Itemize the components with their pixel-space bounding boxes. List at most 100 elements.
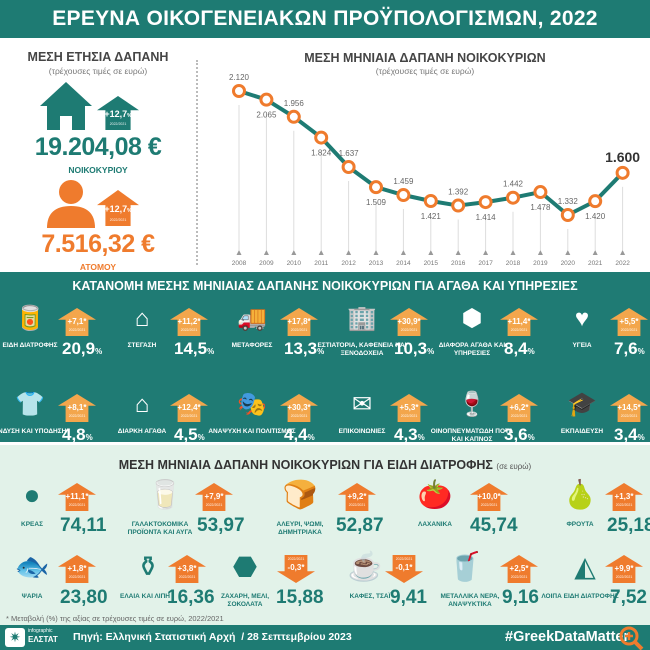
data-label: 1.414 — [476, 213, 497, 222]
data-label: 1.421 — [421, 212, 442, 221]
data-label: 1.392 — [448, 188, 469, 197]
food-label: ΚΑΦΕΣ, ΤΣΑΪ — [349, 593, 391, 600]
magnifier-plus-icon[interactable] — [618, 625, 644, 650]
category-label: ΣΤΕΓΑΣΗ — [127, 342, 157, 349]
data-label: 1.442 — [503, 180, 524, 189]
person-change-unit: % — [127, 208, 132, 214]
change-badge: +1,8* 2022/2021 — [58, 555, 96, 583]
category-label: ΟΙΝΟΠΝΕΥΜΑΤΩΔΗ ΠΟΤΑ ΚΑΙ ΚΑΠΝΟΣ — [430, 428, 514, 443]
x-tick-label: 2014 — [396, 260, 411, 267]
badge-change: +7,9* — [204, 492, 224, 501]
badge-change: +9,9* — [614, 564, 634, 573]
change-badge: -0,3* 2022/2021 — [277, 555, 315, 583]
unit: % — [637, 433, 645, 442]
food-title: ΜΕΣΗ ΜΗΝΙΑΙΑ ΔΑΠΑΝΗ ΝΟΙΚΟΚΥΡΙΩΝ ΓΙΑ ΕΙΔΗ… — [0, 458, 650, 472]
food-label: ΑΛΕΥΡΙ, ΨΩΜΙ, ΔΗΜΗΤΡΙΑΚΑ — [276, 521, 324, 536]
category-label: ΜΕΤΑΦΟΡΕΣ — [231, 342, 273, 349]
change-badge: +17,8* 2022/2021 — [280, 308, 318, 336]
change-badge: -0,1* 2022/2021 — [385, 555, 423, 583]
food-value: 23,80 — [60, 587, 108, 608]
badge-period: 2022/2021 — [287, 557, 305, 561]
data-point — [615, 165, 630, 180]
chart-subtitle: (τρέχουσες τιμές σε ευρώ) — [375, 66, 475, 76]
data-point — [588, 194, 603, 209]
badge-change: +11,4* — [507, 317, 531, 326]
food-unit-note: (σε ευρώ) — [496, 462, 532, 471]
x-tick-label: 2020 — [561, 260, 576, 267]
x-tick — [318, 250, 324, 255]
x-tick — [400, 250, 406, 255]
vegetables-icon: 🍅 — [417, 479, 453, 510]
data-label: 1.824 — [311, 149, 332, 158]
badge-period: 2022/2021 — [290, 414, 308, 418]
person-period: 2022/2021 — [109, 218, 127, 222]
badge-period: 2022/2021 — [620, 414, 638, 418]
category-label: ΕΚΠΑΙΔΕΥΣΗ — [560, 428, 604, 435]
x-tick — [565, 250, 571, 255]
steak-icon: ● — [23, 479, 41, 510]
badge-period: 2022/2021 — [68, 575, 86, 579]
badge-period: 2022/2021 — [348, 503, 366, 507]
change-badge: +5,5* 2022/2021 — [610, 308, 648, 336]
top-section — [0, 38, 650, 272]
soft-drink-icon: 🥤 — [447, 551, 483, 582]
food-value: 53,97 — [197, 515, 245, 536]
x-tick — [428, 250, 434, 255]
badge-period: 2022/2021 — [615, 575, 633, 579]
badge-change: +7,1* — [67, 317, 87, 326]
food-section: ΜΕΣΗ ΜΗΝΙΑΙΑ ΔΑΠΑΝΗ ΝΟΙΚΟΚΥΡΙΩΝ ΓΙΑ ΕΙΔΗ… — [0, 442, 650, 625]
category-share: 13,3% — [284, 339, 325, 358]
data-label: 1.509 — [366, 198, 387, 207]
change-badge: +3,8* 2022/2021 — [168, 555, 206, 583]
logo-name: ΕΛΣΤΑΤ — [28, 635, 58, 644]
unit: % — [637, 347, 645, 356]
section-divider — [196, 60, 198, 265]
category-label: ΑΝΑΨΥΧΗ ΚΑΙ ΠΟΛΙΤΙΣΜΟΣ — [208, 428, 296, 435]
x-tick-label: 2010 — [287, 260, 302, 267]
hotel-icon: 🏢 — [347, 305, 377, 332]
x-tick-label: 2008 — [232, 260, 247, 267]
graduation-cap-icon: 🎓 — [567, 391, 597, 418]
food-value: 7,52 — [610, 587, 647, 608]
x-tick-label: 2013 — [369, 260, 384, 267]
change-badge: +7,1* 2022/2021 — [58, 308, 96, 336]
groceries-icon: 🥫 — [15, 305, 45, 332]
wine-cigarette-icon: 🍷 — [457, 391, 487, 418]
badge-change: +5,3* — [399, 403, 419, 412]
category-share: 10,3% — [394, 339, 435, 358]
unit: % — [207, 347, 215, 356]
x-tick-label: 2018 — [506, 260, 521, 267]
category-share: 4,4% — [284, 425, 315, 444]
data-point — [478, 195, 493, 210]
x-tick — [373, 250, 379, 255]
bread-icon: 🍞 — [282, 479, 318, 510]
food-label: ΨΑΡΙΑ — [21, 593, 43, 600]
change-badge: +1,3* 2022/2021 — [605, 483, 643, 511]
food-label: ΖΑΧΑΡΗ, ΜΕΛΙ, ΣΟΚΟΛΑΤΑ — [220, 593, 270, 608]
data-label: 2.065 — [256, 111, 277, 120]
unit: % — [317, 347, 325, 356]
food-value: 15,88 — [276, 587, 324, 608]
food-label: ΓΑΛΑΚΤΟΚΟΜΙΚΑ ΠΡΟΪΟΝΤΑ ΚΑΙ ΑΥΓΑ — [127, 521, 193, 536]
theatre-masks-icon: 🎭 — [237, 391, 267, 418]
person-change: +12,7 — [104, 204, 128, 214]
badge-change: -0,3* — [287, 563, 305, 572]
food-title-text: ΜΕΣΗ ΜΗΝΙΑΙΑ ΔΑΠΑΝΗ ΝΟΙΚΟΚΥΡΙΩΝ ΓΙΑ ΕΙΔΗ… — [118, 458, 493, 472]
x-tick-label: 2015 — [424, 260, 439, 267]
badge-period: 2022/2021 — [510, 575, 528, 579]
category-label: ΔΙΑΡΚΗ ΑΓΑΘΑ — [117, 428, 167, 435]
badge-period: 2022/2021 — [615, 503, 633, 507]
badge-change: +11,1* — [65, 492, 89, 501]
unit: % — [95, 347, 103, 356]
x-tick — [620, 250, 626, 255]
change-badge: +5,3* 2022/2021 — [390, 394, 428, 422]
badge-change: +30,9* — [397, 317, 421, 326]
page-title: ΕΡΕΥΝΑ ΟΙΚΟΓΕΝΕΙΑΚΩΝ ΠΡΟΫΠΟΛΟΓΙΣΜΩΝ, 202… — [0, 0, 650, 38]
household-value: 19.204,08 € — [34, 133, 162, 161]
change-badge: +8,1* 2022/2021 — [58, 394, 96, 422]
unit: % — [197, 433, 205, 442]
category-label: ΔΙΑΦΟΡΑ ΑΓΑΘΑ ΚΑΙ ΥΠΗΡΕΣΙΕΣ — [438, 342, 506, 357]
person-icon — [47, 180, 95, 228]
category-label: ΥΓΕΙΑ — [572, 342, 592, 349]
x-tick-label: 2016 — [451, 260, 466, 267]
